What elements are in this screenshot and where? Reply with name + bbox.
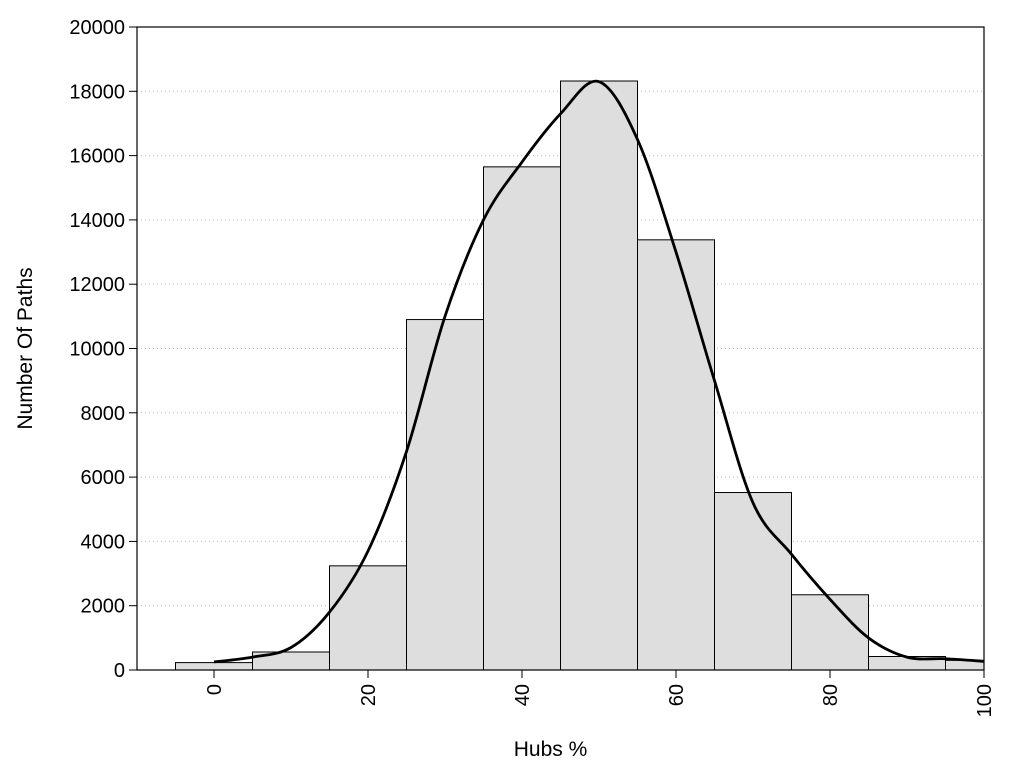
y-tick-label: 8000 <box>81 403 126 425</box>
histogram-bar <box>329 565 407 671</box>
x-axis-ticks: 0 20 40 60 80 100 <box>204 670 996 717</box>
y-tick-label: 0 <box>114 660 125 682</box>
x-tick-label: 80 <box>820 684 842 706</box>
y-axis-label: Number Of Paths <box>14 267 37 429</box>
x-tick-label: 60 <box>666 684 688 706</box>
histogram-bar <box>483 166 561 671</box>
x-axis-label: Hubs % <box>514 738 588 761</box>
y-axis-ticks: 0 2000 4000 6000 8000 10000 12000 14000 16000 180… <box>69 17 137 682</box>
histogram-bar <box>714 492 792 671</box>
y-tick-label: 4000 <box>81 531 126 553</box>
x-tick-label: 0 <box>204 684 226 695</box>
x-tick-label: 20 <box>358 684 380 706</box>
histogram-bar <box>637 239 715 671</box>
histogram-bars <box>175 80 985 671</box>
y-tick-label: 16000 <box>69 146 125 168</box>
y-tick-label: 6000 <box>81 467 126 489</box>
density-curve <box>213 79 985 664</box>
y-tick-label: 10000 <box>69 339 125 361</box>
y-tick-label: 2000 <box>81 596 126 618</box>
histogram-bar <box>406 319 484 671</box>
x-tick-label: 40 <box>512 684 534 706</box>
x-tick-label: 100 <box>974 684 996 717</box>
histogram-bar <box>175 662 253 671</box>
y-tick-label: 20000 <box>69 17 125 39</box>
y-tick-label: 18000 <box>69 81 125 103</box>
histogram-bar <box>560 80 638 671</box>
density-curve-group <box>213 79 985 664</box>
histogram-bar <box>791 594 869 671</box>
y-tick-label: 12000 <box>69 274 125 296</box>
y-tick-label: 14000 <box>69 210 125 232</box>
